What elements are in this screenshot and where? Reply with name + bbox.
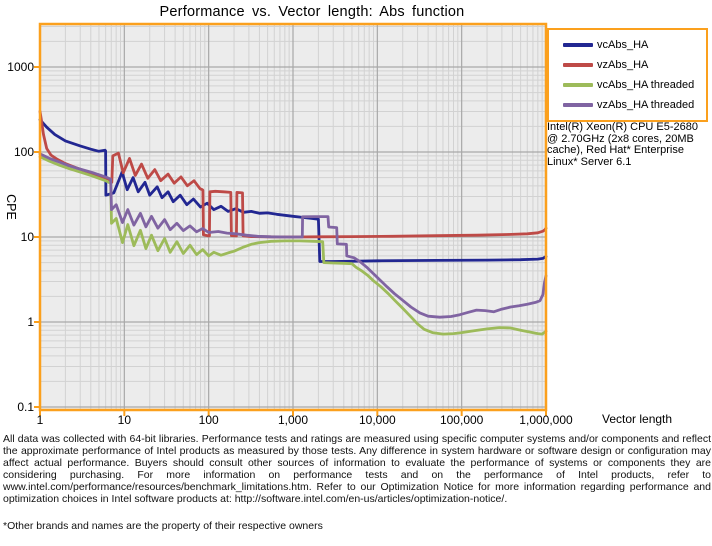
legend-line-swatch	[563, 63, 593, 67]
legend-label: vzAbs_HA	[597, 59, 649, 71]
legend-line-swatch	[563, 83, 593, 87]
y-tick-label: 1000	[7, 60, 34, 74]
legend-box: vcAbs_HA vzAbs_HA vcAbs_HA threaded vzAbs_H…	[547, 28, 708, 122]
legend-item: vzAbs_HA	[549, 55, 706, 75]
y-tick-label: 100	[13, 145, 34, 159]
axis-tick-marks	[34, 66, 547, 416]
legend-item: vzAbs_HA threaded	[549, 95, 706, 115]
x-tick-label: 10,000	[358, 413, 396, 427]
trademark-text: *Other brands and names are the property…	[3, 520, 323, 532]
series-line-vzAbs_HA-threaded	[38, 152, 548, 319]
x-tick-label: 100	[198, 413, 219, 427]
x-tick-label: 1	[36, 413, 44, 427]
plot-frame	[38, 22, 548, 412]
x-tick-label: 1,000	[277, 413, 309, 427]
legend-line-swatch	[563, 43, 593, 47]
y-tick-label: 1	[27, 315, 34, 329]
x-tick-label: 10	[117, 413, 132, 427]
legend-label: vzAbs_HA threaded	[597, 99, 695, 111]
legend-item: vcAbs_HA threaded	[549, 75, 706, 95]
legend-item: vcAbs_HA	[549, 35, 706, 55]
x-tick-label: 100,000	[439, 413, 484, 427]
legend-label: vcAbs_HA threaded	[597, 79, 695, 91]
series-line-vcAbs_HA-threaded	[38, 155, 548, 336]
x-tick-label: 1,000,000	[519, 413, 573, 427]
y-tick-label: 0.1	[17, 400, 34, 414]
x-axis-title: Vector length	[602, 412, 673, 426]
legend-label: vcAbs_HA	[597, 39, 649, 51]
disclaimer-text: All data was collected with 64-bit libra…	[3, 433, 711, 506]
y-axis-title: CPE	[4, 194, 18, 220]
chart-title: Performance vs. Vector length: Abs funct…	[159, 4, 465, 20]
legend-line-swatch	[563, 103, 593, 107]
y-tick-label: 10	[20, 230, 34, 244]
system-info-text: Intel(R) Xeon(R) CPU E5-2680 @ 2.70GHz (…	[547, 121, 699, 168]
